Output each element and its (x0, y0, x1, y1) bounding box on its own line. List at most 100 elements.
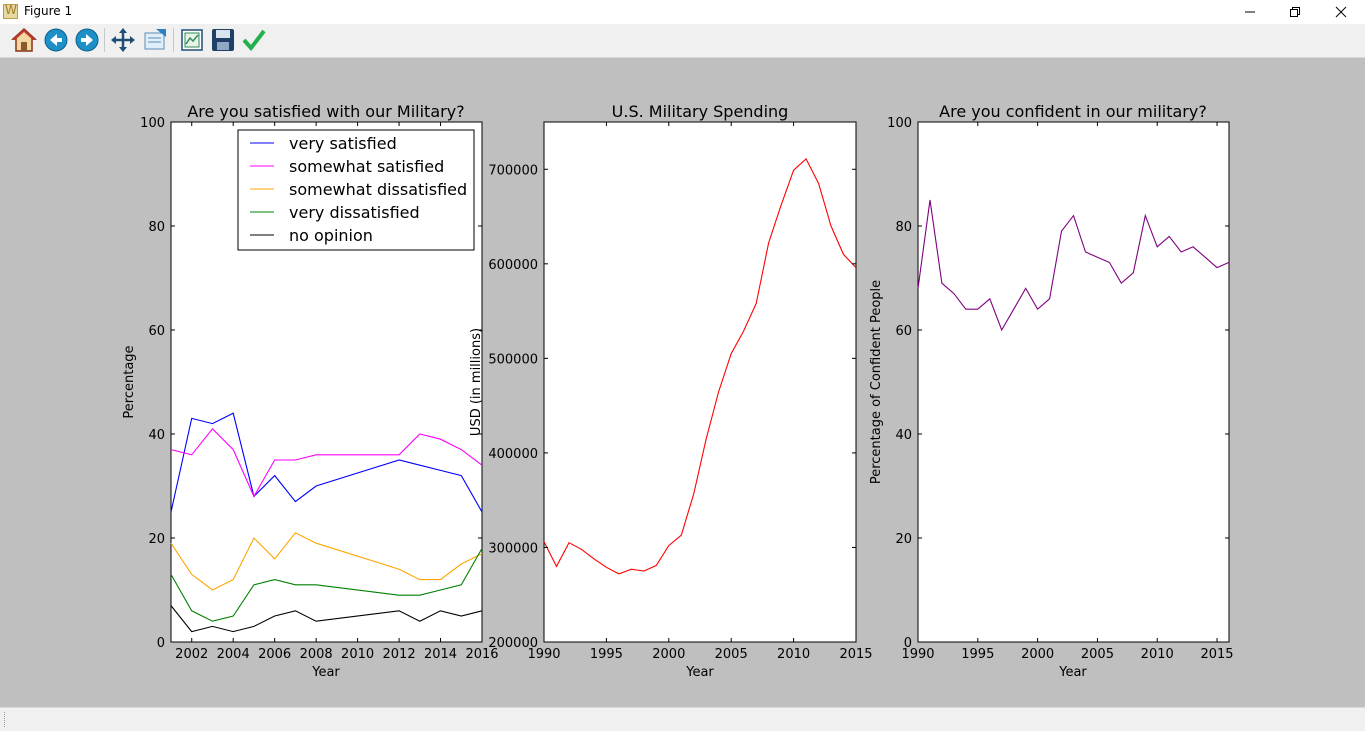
window-title: Figure 1 (24, 4, 73, 18)
y-tick-label: 60 (895, 324, 912, 339)
x-tick-label: 2010 (777, 647, 810, 662)
series-line-2 (170, 532, 483, 591)
x-tick-label: 2004 (217, 647, 250, 662)
y-axis-label: Percentage of Confident People (869, 280, 884, 484)
forward-button[interactable] (74, 27, 100, 53)
legend-label: somewhat dissatisfied (289, 180, 467, 199)
y-tick-label: 20 (895, 532, 912, 547)
y-tick-label: 100 (140, 116, 165, 131)
home-icon (11, 27, 37, 52)
chart-title: Are you satisfied with our Military? (187, 102, 464, 121)
legend-label: no opinion (289, 226, 373, 245)
home-button[interactable] (11, 27, 37, 53)
y-tick-label: 0 (904, 636, 912, 651)
app-icon (3, 3, 18, 19)
x-tick-label: 2005 (715, 647, 748, 662)
close-icon (1335, 6, 1347, 18)
chart-spending: 1990 1995 2000 2005 2010 2015 200000 300000 4000… (469, 102, 873, 680)
y-tick-label: 60 (148, 324, 165, 339)
zoom-button[interactable] (142, 27, 168, 53)
subplots-button[interactable] (179, 27, 205, 53)
y-axis-label: Percentage (122, 345, 137, 418)
series-line-1 (170, 427, 483, 498)
y-tick-label: 100 (887, 116, 912, 131)
series-line-4 (170, 605, 483, 633)
y-tick-label: 20 (148, 532, 165, 547)
x-tick-label: 2015 (1200, 647, 1233, 662)
x-tick-label: 2016 (465, 647, 498, 662)
chart-title: Are you confident in our military? (939, 102, 1207, 121)
subplots-config-icon (181, 29, 203, 51)
y-tick-label: 40 (148, 428, 165, 443)
x-tick-label: 2012 (383, 647, 416, 662)
axis-ticks: 2002 2004 2006 2008 2010 2012 2014 2016 0 20 40 60 8… (140, 116, 498, 662)
pan-button[interactable] (110, 27, 136, 53)
chart-satisfaction: 2002 2004 2006 2008 2010 2012 2014 2016 0 20 40 60 8… (122, 102, 499, 680)
chart-confidence: 1990 1995 2000 2005 2010 2015 0 20 40 60 80 100 Are… (869, 102, 1234, 680)
y-tick-label: 0 (157, 636, 165, 651)
back-button[interactable] (43, 27, 69, 53)
y-tick-label: 40 (895, 428, 912, 443)
back-arrow-icon (44, 28, 68, 52)
x-tick-label: 2008 (300, 647, 333, 662)
x-tick-label: 2010 (341, 647, 374, 662)
close-button[interactable] (1318, 0, 1364, 24)
zoom-rect-icon (144, 29, 166, 50)
save-button[interactable] (210, 27, 236, 53)
axis-ticks: 1990 1995 2000 2005 2010 2015 0 20 40 60 80 100 (887, 116, 1233, 662)
legend-label: somewhat satisfied (289, 157, 444, 176)
y-tick-label: 200000 (488, 636, 538, 651)
y-tick-label: 700000 (488, 163, 538, 178)
x-tick-label: 1990 (527, 647, 560, 662)
floppy-disk-icon (212, 29, 234, 51)
legend-entries: very satisfied somewhat satisfied somewhat… (250, 134, 467, 245)
plot-lines (917, 199, 1230, 332)
move-arrows-icon (111, 28, 135, 52)
y-tick-label: 500000 (488, 352, 538, 367)
x-tick-label: 2000 (1021, 647, 1054, 662)
plot-area (917, 121, 1230, 643)
x-axis-label: Year (1058, 665, 1087, 680)
series-line-0 (170, 412, 483, 513)
legend-label: very satisfied (289, 134, 397, 153)
series-line-3 (170, 548, 483, 622)
axis-ticks: 1990 1995 2000 2005 2010 2015 200000 300000 4000… (488, 122, 873, 662)
series-line-0 (543, 158, 857, 575)
x-tick-label: 2000 (652, 647, 685, 662)
x-tick-label: 1995 (590, 647, 623, 662)
plot-lines (170, 412, 483, 633)
chart-title: U.S. Military Spending (612, 102, 789, 121)
x-tick-label: 2010 (1141, 647, 1174, 662)
x-tick-label: 2002 (175, 647, 208, 662)
status-bar (0, 707, 1365, 731)
x-axis-label: Year (685, 665, 714, 680)
checkmark-icon (242, 29, 266, 52)
y-tick-label: 80 (148, 220, 165, 235)
plot-area (543, 121, 857, 643)
x-tick-label: 2014 (424, 647, 457, 662)
x-axis-label: Year (311, 665, 340, 680)
toolbar-separator (104, 28, 105, 52)
y-axis-label: USD (in millions) (469, 328, 484, 436)
forward-arrow-icon (75, 28, 99, 52)
title-bar: Figure 1 (0, 0, 1365, 24)
legend-box (237, 129, 475, 251)
toolbar (0, 24, 1365, 58)
plot-lines (543, 158, 857, 575)
y-tick-label: 80 (895, 220, 912, 235)
y-tick-label: 600000 (488, 258, 538, 273)
status-grip (4, 712, 7, 727)
restore-icon (1290, 7, 1300, 17)
legend-label: very dissatisfied (289, 203, 420, 222)
x-tick-label: 2006 (258, 647, 291, 662)
minimize-button[interactable] (1227, 0, 1273, 24)
restore-button[interactable] (1272, 0, 1318, 24)
y-tick-label: 400000 (488, 447, 538, 462)
toolbar-separator (173, 28, 174, 52)
x-tick-label: 2005 (1081, 647, 1114, 662)
legend: very satisfied somewhat satisfied somewhat… (237, 129, 475, 251)
y-tick-label: 300000 (488, 541, 538, 556)
x-tick-label: 2015 (839, 647, 872, 662)
edit-button[interactable] (241, 27, 267, 53)
figure-canvas[interactable]: 2002 2004 2006 2008 2010 2012 2014 2016 0 20 40 60 8… (0, 58, 1365, 707)
